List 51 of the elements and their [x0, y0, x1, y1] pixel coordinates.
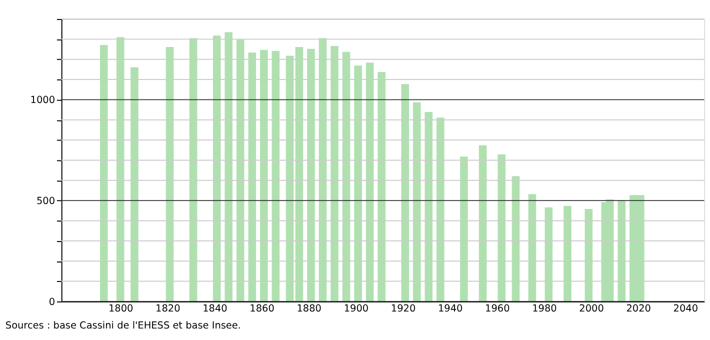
- bar: [286, 56, 294, 302]
- bar: [116, 37, 124, 302]
- bar: [378, 72, 386, 302]
- bar: [318, 38, 327, 302]
- bar: [166, 47, 174, 302]
- bar: [478, 145, 487, 302]
- bar: [224, 32, 233, 302]
- bar: [342, 52, 350, 302]
- bar: [100, 45, 108, 302]
- bar: [401, 84, 410, 302]
- x-tick-label: 1940: [438, 304, 463, 315]
- x-tick-label: 1840: [202, 304, 228, 315]
- y-tick-label: 1000: [30, 95, 56, 106]
- bar: [460, 156, 468, 302]
- bar: [236, 40, 244, 302]
- y-tick-label: 0: [48, 296, 56, 308]
- bar: [130, 67, 138, 302]
- bar: [330, 46, 338, 302]
- x-tick-label: 1880: [296, 304, 322, 315]
- bar: [528, 194, 536, 302]
- bar: [498, 154, 506, 302]
- bar: [307, 48, 315, 302]
- bar: [544, 207, 553, 302]
- x-tick-label: 2000: [579, 304, 604, 315]
- bar: [606, 199, 614, 302]
- bar: [424, 112, 433, 302]
- bar: [260, 50, 268, 302]
- bar: [354, 66, 362, 302]
- x-tick-label: 1900: [344, 304, 369, 315]
- x-tick-label: 1800: [108, 304, 134, 315]
- x-tick-label: 1820: [156, 304, 180, 315]
- x-tick-label: 1960: [485, 304, 510, 315]
- bar: [295, 47, 304, 302]
- bar: [412, 102, 421, 302]
- x-tick-label: 2040: [673, 304, 698, 315]
- bar: [436, 118, 444, 302]
- y-tick-label: 500: [36, 196, 56, 207]
- bar: [189, 38, 198, 302]
- bar: [512, 176, 520, 302]
- x-tick-label: 1860: [250, 304, 274, 315]
- bar: [618, 200, 626, 302]
- x-tick-label: 2020: [626, 304, 651, 315]
- bar: [272, 50, 280, 302]
- source-note: Sources : base Cassini de l'EHESS et base Insee.: [5, 320, 241, 332]
- bar: [564, 206, 572, 302]
- bar: [212, 36, 221, 302]
- bar: [584, 209, 593, 302]
- bar: [366, 62, 374, 302]
- bar: [248, 52, 256, 302]
- x-tick-label: 1980: [532, 304, 557, 315]
- x-tick-label: 1920: [390, 304, 416, 315]
